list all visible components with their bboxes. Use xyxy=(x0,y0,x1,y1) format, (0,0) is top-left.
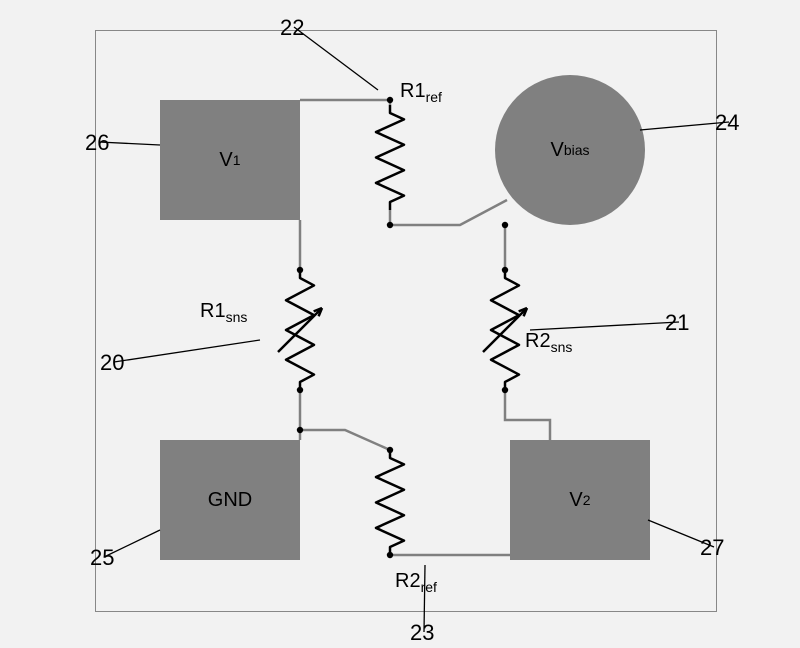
callout-27: 27 xyxy=(700,535,724,561)
callout-21: 21 xyxy=(665,310,689,336)
callout-23: 23 xyxy=(410,620,434,646)
pad-v2: V2 xyxy=(510,440,650,560)
diagram-stage: V1 GND V2 Vbias R1ref R1sns R2sns R2ref … xyxy=(0,0,800,648)
pad-gnd: GND xyxy=(160,440,300,560)
callout-24: 24 xyxy=(715,110,739,136)
label-r2ref: R2ref xyxy=(395,570,437,595)
label-r1ref: R1ref xyxy=(400,80,442,105)
label-r2sns: R2sns xyxy=(525,330,572,355)
label-r1sns: R1sns xyxy=(200,300,247,325)
pad-vbias: Vbias xyxy=(495,75,645,225)
callout-22: 22 xyxy=(280,15,304,41)
pad-v1: V1 xyxy=(160,100,300,220)
callout-26: 26 xyxy=(85,130,109,156)
callout-25: 25 xyxy=(90,545,114,571)
callout-20: 20 xyxy=(100,350,124,376)
